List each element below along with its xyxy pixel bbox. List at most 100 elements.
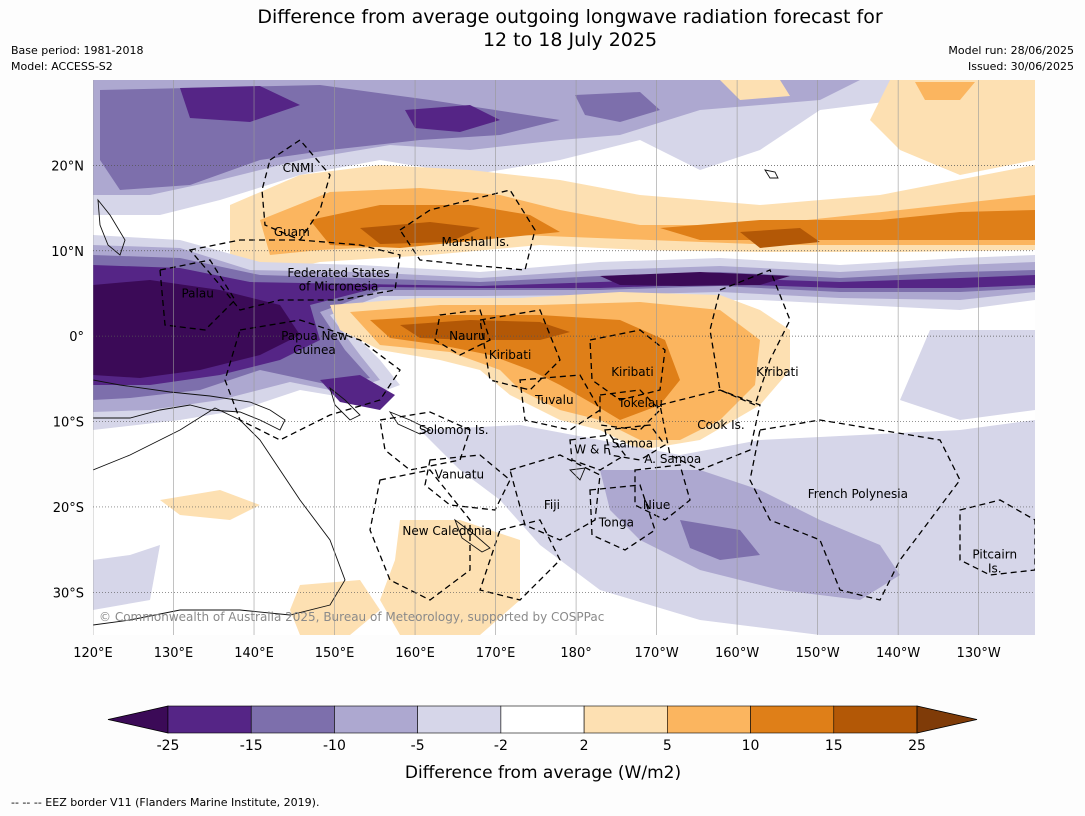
eez-french-polynesia (749, 419, 961, 601)
longitude-tick-label: 140°W (876, 646, 920, 661)
colorbar-tick-label: 2 (580, 738, 589, 754)
colorbar-bin (334, 705, 418, 734)
place-label: W & F (574, 443, 610, 457)
place-label: Palau (181, 286, 213, 300)
colorbar-tick-label: -15 (240, 738, 263, 754)
place-label: French Polynesia (808, 487, 908, 501)
place-label: Guam (274, 225, 310, 239)
colorbar-min-extension (107, 705, 169, 734)
place-label: Kiribati (756, 365, 798, 379)
colorbar-bin (417, 705, 502, 734)
eez-wallis-futuna (569, 434, 626, 471)
eez-kiribati-gilbert (479, 309, 561, 391)
longitude-tick-label: 130°E (154, 646, 194, 661)
place-label: of Micronesia (299, 280, 379, 294)
place-label: Tokelau (617, 396, 663, 410)
model-run: Model run: 28/06/2025 (948, 44, 1074, 57)
eez-kiribati-line (709, 269, 791, 406)
eez-tonga (589, 484, 656, 551)
australia-coast (93, 407, 346, 626)
eez-vanuatu (424, 454, 511, 511)
place-label: Marshall Is. (441, 235, 509, 249)
colorbar-bin (167, 705, 252, 734)
place-label: Federated States (287, 266, 389, 280)
colorbar-bin (833, 705, 918, 734)
colorbar: -25 -15 -10 -5 -2 2 5 10 15 25 (107, 705, 978, 754)
colorbar-tick-label: 25 (908, 738, 926, 754)
copyright-credit: © Commonwealth of Australia 2025, Bureau… (99, 610, 604, 624)
longitude-tick-label: 170°W (635, 646, 679, 661)
eez-borders (159, 139, 1035, 601)
colorbar-tick-label: 15 (825, 738, 843, 754)
latitude-labels: 20°N 10°N 0° 10°S 20°S 30°S (51, 159, 84, 601)
eez-new-caledonia (369, 469, 471, 601)
place-label: A. Samoa (644, 452, 701, 466)
anomaly-field (93, 80, 1035, 635)
place-label: Vanuatu (435, 467, 485, 481)
longitude-tick-label: 180° (560, 646, 591, 661)
issued-date: Issued: 30/06/2025 (967, 60, 1074, 73)
longitude-tick-label: 140°E (234, 646, 274, 661)
place-label: Fiji (544, 498, 560, 512)
philippines-coast (97, 198, 126, 256)
eez-cnmi (261, 139, 331, 241)
longitude-tick-label: 170°E (476, 646, 516, 661)
place-label: Solomon Is. (419, 423, 489, 437)
colorbar-tick-label: 10 (742, 738, 760, 754)
model-name: Model: ACCESS-S2 (11, 60, 113, 73)
colorbar-bin (500, 705, 585, 734)
eez-tokelau (599, 389, 661, 431)
base-period: Base period: 1981-2018 (11, 44, 144, 57)
colorbar-title: Difference from average (W/m2) (405, 763, 681, 783)
eez-marshall-is (399, 189, 536, 271)
eez-kiribati-phoenix (589, 329, 666, 401)
colorbar-tick-label: 5 (663, 738, 672, 754)
colorbar-bin (750, 705, 835, 734)
colorbar-max-extension (916, 705, 978, 734)
place-label: Tonga (598, 515, 634, 529)
place-label: Tuvalu (534, 393, 574, 407)
fiji-coast (569, 467, 586, 481)
eez-palau (159, 259, 236, 331)
longitude-tick-label: 160°E (395, 646, 435, 661)
latitude-tick-label: 20°S (53, 501, 84, 516)
colorbar-tick-label: -10 (323, 738, 346, 754)
place-label: Papua New (281, 329, 348, 343)
eez-nauru (434, 309, 491, 356)
latitude-tick-label: 20°N (51, 159, 84, 174)
longitude-tick-label: 160°W (715, 646, 759, 661)
eez-southern (479, 519, 561, 601)
eez-footnote: -- -- -- EEZ border V11 (Flanders Marine… (11, 796, 320, 809)
place-label: CNMI (283, 161, 314, 175)
place-label: Cook Is. (697, 418, 744, 432)
place-label: Kiribati (611, 365, 653, 379)
eez-png (224, 319, 401, 441)
eez-pitcairn (959, 499, 1035, 576)
eez-fiji (509, 454, 601, 541)
colorbar-tick-label: -2 (494, 738, 508, 754)
new-guinea-coast (93, 379, 286, 431)
place-label: Guinea (293, 343, 336, 357)
colorbar-bin (583, 705, 668, 734)
longitude-tick-label: 150°W (796, 646, 840, 661)
coastlines (93, 169, 779, 626)
map-title: Difference from average outgoing longwav… (0, 6, 1085, 52)
eez-samoa (604, 424, 666, 461)
latitude-tick-label: 10°S (53, 416, 84, 431)
longitude-tick-label: 130°W (957, 646, 1001, 661)
latitude-tick-label: 10°N (51, 245, 84, 260)
longitude-tick-label: 120°E (73, 646, 113, 661)
hawaii-coast (764, 169, 779, 179)
longitude-tick-label: 150°E (315, 646, 355, 661)
title-line-2: 12 to 18 July 2025 (482, 29, 658, 51)
colorbar-bin (250, 705, 335, 734)
bismarck-coast (329, 386, 361, 421)
solomon-coast (388, 411, 432, 435)
latitude-gridlines (93, 165, 1035, 593)
title-line-1: Difference from average outgoing longwav… (257, 6, 883, 28)
eez-tuvalu (519, 374, 601, 431)
latitude-tick-label: 0° (69, 330, 84, 345)
